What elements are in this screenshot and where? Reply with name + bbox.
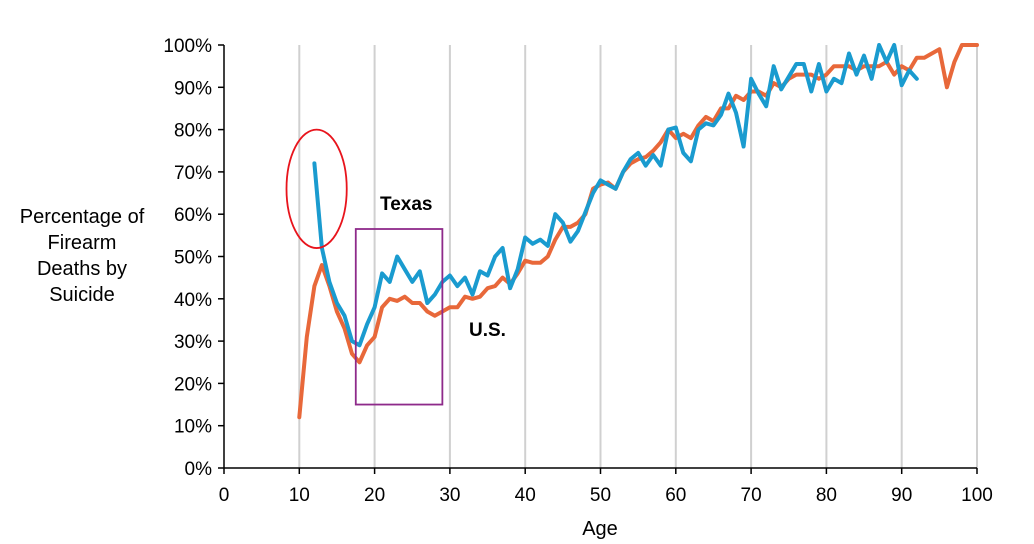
axes [218,44,978,474]
x-tick-label: 80 [816,485,837,506]
x-tick-label: 0 [219,485,230,506]
y-axis-title-line-1: Percentage of [20,206,145,228]
annotations [285,128,444,406]
y-axis-title-line-2: Firearm [48,232,117,254]
y-axis-title-line-4: Suicide [49,284,115,306]
y-tick-label: 100% [163,36,212,57]
series-lines [297,43,979,420]
series-line-u-s [297,43,979,420]
tick-labels: 0% 10% 20% 30% 40% 50% 60% 70% 80% 90% 100% 0 10 20 30… [163,36,992,506]
x-tick-label: 60 [665,485,686,506]
highlight-ellipse [285,128,348,249]
y-tick-label: 60% [174,205,212,226]
x-tick-label: 20 [364,485,385,506]
y-tick-label: 70% [174,163,212,184]
x-tick-label: 10 [289,485,310,506]
y-tick-label: 10% [174,417,212,438]
x-tick-label: 30 [439,485,460,506]
x-tick-label: 90 [891,485,912,506]
series-line-texas [312,43,919,348]
y-tick-label: 50% [174,248,212,269]
x-tick-label: 100 [961,485,993,506]
texas-series-label: Texas [380,194,432,215]
y-tick-label: 20% [174,374,212,395]
x-tick-label: 50 [590,485,611,506]
y-tick-label: 40% [174,290,212,311]
gridlines [298,45,978,468]
x-tick-label: 40 [515,485,536,506]
y-tick-label: 90% [174,78,212,99]
y-tick-label: 0% [185,459,213,480]
y-tick-label: 80% [174,121,212,142]
x-tick-label: 70 [741,485,762,506]
highlight-box [354,228,444,406]
us-series-label: U.S. [469,320,506,341]
x-axis-title: Age [582,518,618,540]
y-tick-label: 30% [174,332,212,353]
y-axis-title-line-3: Deaths by [37,258,127,280]
